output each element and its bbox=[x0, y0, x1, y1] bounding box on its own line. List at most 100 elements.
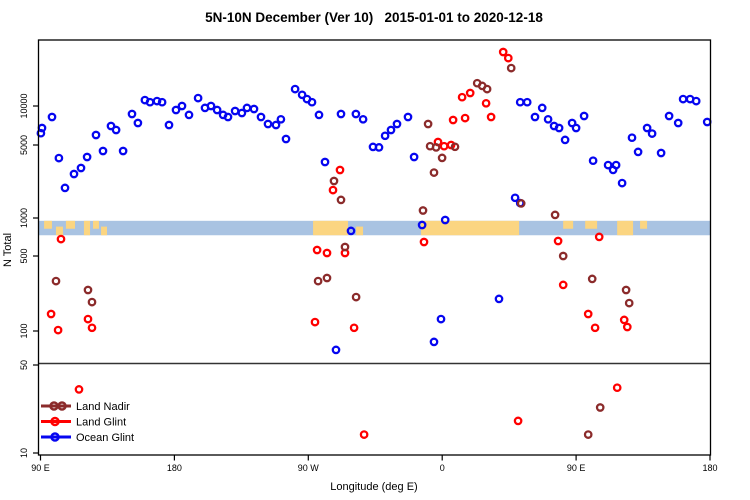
data-point bbox=[386, 125, 396, 135]
data-point bbox=[588, 156, 598, 166]
data-point bbox=[340, 242, 350, 252]
legend-item: Ocean Glint bbox=[41, 432, 134, 444]
data-point bbox=[498, 47, 508, 57]
data-point bbox=[87, 297, 97, 307]
data-point bbox=[627, 133, 637, 143]
latitude-map-strip bbox=[38, 220, 711, 236]
data-point bbox=[691, 96, 701, 106]
data-point bbox=[621, 285, 631, 295]
data-point bbox=[322, 273, 332, 283]
data-point bbox=[417, 220, 427, 230]
data-point bbox=[133, 118, 143, 128]
legend-marker-circle bbox=[50, 432, 60, 442]
legend: Land Nadir Land Glint Ocean Glint bbox=[41, 401, 134, 444]
data-point bbox=[622, 322, 632, 332]
map-strip-land-patch bbox=[65, 220, 76, 229]
data-point bbox=[54, 153, 64, 163]
data-point bbox=[351, 109, 361, 119]
data-point bbox=[624, 298, 634, 308]
y-axis-title: N Total bbox=[2, 233, 14, 267]
data-point bbox=[429, 337, 439, 347]
data-points-layer bbox=[36, 47, 712, 439]
map-strip-land-patch bbox=[313, 220, 349, 236]
land_nadir-points bbox=[51, 63, 634, 439]
map-strip-land-patch bbox=[83, 220, 91, 236]
data-point bbox=[419, 237, 429, 247]
data-point bbox=[83, 285, 93, 295]
data-point bbox=[571, 123, 581, 133]
data-point bbox=[230, 106, 240, 116]
data-point bbox=[374, 143, 384, 152]
data-point bbox=[351, 292, 361, 302]
data-point bbox=[543, 114, 553, 124]
data-point bbox=[69, 169, 79, 179]
data-point bbox=[611, 160, 621, 170]
data-point bbox=[276, 114, 286, 124]
data-point bbox=[164, 120, 174, 130]
data-point bbox=[91, 130, 101, 140]
data-point bbox=[328, 185, 338, 195]
data-point bbox=[256, 112, 266, 122]
data-point bbox=[587, 274, 597, 284]
data-point bbox=[647, 129, 657, 138]
data-point bbox=[431, 143, 441, 152]
data-point bbox=[184, 110, 194, 120]
legend-item: Land Glint bbox=[41, 417, 126, 429]
data-point bbox=[603, 160, 613, 170]
data-point bbox=[664, 111, 674, 121]
data-point bbox=[313, 276, 323, 286]
data-point bbox=[312, 245, 322, 255]
data-point bbox=[171, 105, 181, 115]
map-strip-ocean bbox=[38, 220, 711, 236]
legend-item: Land Nadir bbox=[41, 401, 130, 413]
data-point bbox=[560, 135, 570, 145]
data-point bbox=[553, 236, 563, 246]
data-point bbox=[53, 325, 63, 335]
data-point bbox=[450, 142, 460, 152]
legend-marker-circle bbox=[50, 416, 60, 427]
data-point bbox=[513, 416, 523, 426]
data-point bbox=[482, 84, 492, 94]
data-point bbox=[486, 112, 496, 122]
data-point bbox=[460, 113, 470, 123]
data-point bbox=[702, 117, 712, 127]
data-point bbox=[465, 88, 475, 98]
x-tick-label: 180 bbox=[702, 463, 717, 473]
data-point bbox=[448, 115, 458, 125]
map-strip-land-patch bbox=[617, 220, 634, 236]
legend-item-label: Land Glint bbox=[76, 417, 126, 429]
data-point bbox=[678, 94, 688, 104]
data-point bbox=[481, 98, 491, 108]
data-point bbox=[429, 168, 439, 177]
chart-title: 5N-10N December (Ver 10) 2015-01-01 to 2… bbox=[205, 10, 543, 25]
data-point bbox=[87, 323, 97, 333]
data-point bbox=[212, 105, 222, 115]
x-tick-label: 90 E bbox=[31, 463, 50, 473]
data-point bbox=[46, 309, 56, 319]
y-tick-label: 5000 bbox=[19, 135, 29, 155]
data-point bbox=[83, 314, 93, 324]
data-point bbox=[56, 234, 66, 244]
map-strip-land-patch bbox=[563, 220, 574, 229]
legend-marker-circle bbox=[57, 401, 67, 411]
data-point bbox=[673, 118, 683, 128]
data-point bbox=[358, 114, 368, 124]
data-point bbox=[642, 123, 652, 133]
data-point bbox=[335, 165, 345, 175]
plot-border bbox=[37, 39, 712, 456]
data-point bbox=[554, 123, 564, 133]
legend-item-label: Land Nadir bbox=[76, 401, 130, 413]
data-point bbox=[503, 53, 513, 63]
map-strip-land-patch bbox=[421, 220, 520, 236]
land_glint-points bbox=[46, 47, 632, 439]
y-tick-label: 10 bbox=[19, 448, 29, 458]
data-point bbox=[290, 84, 300, 94]
data-point bbox=[516, 199, 526, 208]
map-strip-land-patch bbox=[356, 226, 364, 236]
data-point bbox=[359, 430, 369, 439]
data-point bbox=[579, 111, 589, 121]
data-point bbox=[418, 206, 428, 215]
data-point bbox=[522, 97, 532, 107]
x-tick-label: 90 E bbox=[567, 463, 586, 473]
